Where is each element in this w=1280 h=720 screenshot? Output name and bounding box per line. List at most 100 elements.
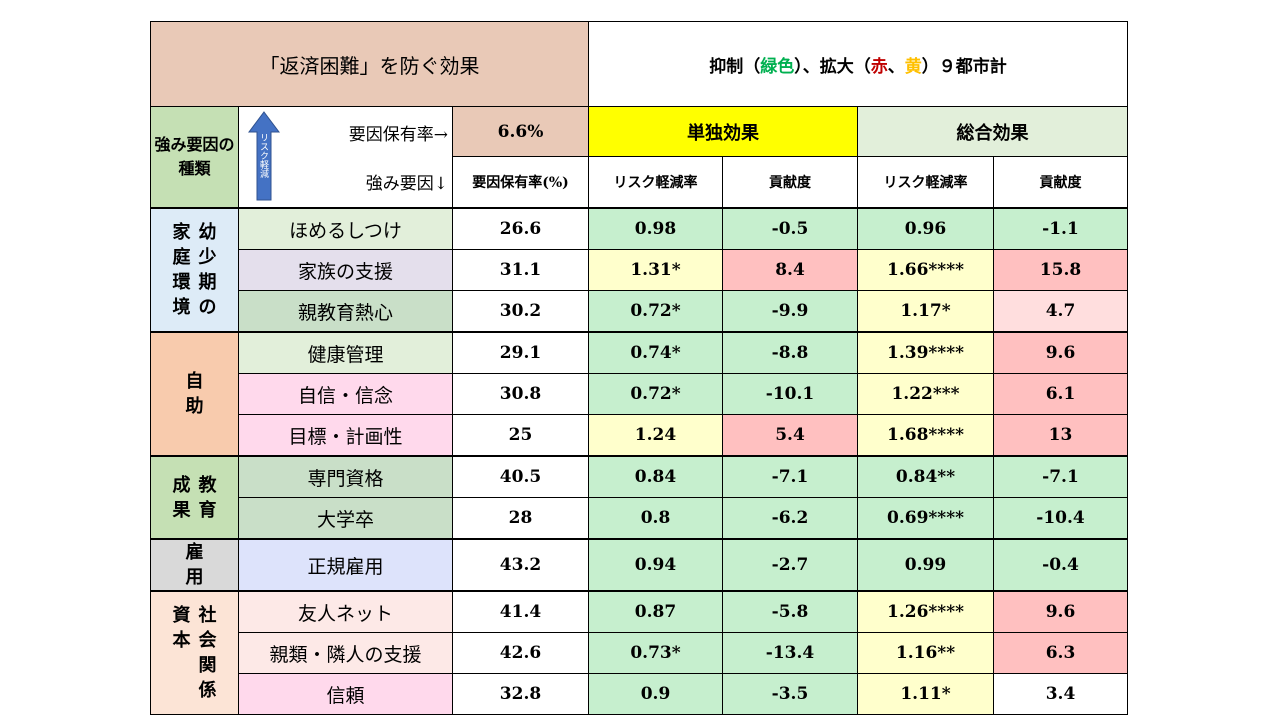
factor-name: 健康管理 <box>238 331 453 374</box>
total-contrib-cell: -10.4 <box>993 497 1128 540</box>
col-rate: 要因保有率(%) <box>452 156 589 209</box>
total-risk-cell: 0.84** <box>857 455 994 498</box>
factor-name: 親教育熱心 <box>238 290 453 333</box>
total-risk-cell: 1.66**** <box>857 249 994 291</box>
single-risk-cell: 0.98 <box>588 207 723 250</box>
total-contrib-cell: 13 <box>993 414 1128 457</box>
table-row: 親教育熱心 30.2 0.72* -9.9 1.17* 4.7 <box>151 290 1128 333</box>
table-row: 大学卒 28 0.8 -6.2 0.69**** -10.4 <box>151 497 1128 540</box>
rate-cell: 31.1 <box>452 249 589 291</box>
factor-name: 親類・隣人の支援 <box>238 632 453 674</box>
total-contrib-cell: 3.4 <box>993 673 1128 715</box>
total-contrib-cell: 4.7 <box>993 290 1128 333</box>
category-label: 幼少期の <box>198 222 217 318</box>
total-risk-cell: 1.11* <box>857 673 994 715</box>
rate-cell: 25 <box>452 414 589 457</box>
total-contrib-cell: 15.8 <box>993 249 1128 291</box>
total-risk-cell: 0.96 <box>857 207 994 250</box>
rate-value: 6.6% <box>452 106 589 157</box>
factor-name: 信頼 <box>238 673 453 715</box>
category-label: 自助 <box>185 371 204 417</box>
total-risk-cell: 1.39**** <box>857 331 994 374</box>
category-cell: 成果教育 <box>150 455 239 540</box>
factor-name: 大学卒 <box>238 497 453 540</box>
category-label: 家庭環境 <box>172 222 191 318</box>
total-contrib-cell: -0.4 <box>993 538 1128 592</box>
category-label: 教育 <box>198 474 217 521</box>
single-risk-cell: 0.94 <box>588 538 723 592</box>
single-risk-cell: 1.24 <box>588 414 723 457</box>
rate-cell: 32.8 <box>452 673 589 715</box>
yellow-label: 黄 <box>904 56 922 77</box>
single-contrib-cell: -2.7 <box>722 538 858 592</box>
rate-cell: 40.5 <box>452 455 589 498</box>
single-contrib-cell: -7.1 <box>722 455 858 498</box>
col-risk-total: リスク軽減率 <box>857 156 994 209</box>
total-risk-cell: 1.26**** <box>857 590 994 633</box>
arrow-text: リスク軽減 <box>258 133 268 178</box>
single-risk-cell: 0.87 <box>588 590 723 633</box>
single-contrib-cell: 5.4 <box>722 414 858 457</box>
effect-table: 「返済困難」を防ぐ効果 抑制（緑色）、拡大（赤、黄）９都市計 強み要因の種類 要… <box>150 21 1128 715</box>
table-subtitle: 抑制（緑色）、拡大（赤、黄）９都市計 <box>588 21 1128 107</box>
rate-cell: 30.2 <box>452 290 589 333</box>
total-risk-cell: 0.99 <box>857 538 994 592</box>
rate-cell: 41.4 <box>452 590 589 633</box>
table-row: 自信・信念 30.8 0.72* -10.1 1.22*** 6.1 <box>151 373 1128 415</box>
single-contrib-cell: -13.4 <box>722 632 858 674</box>
total-risk-cell: 1.17* <box>857 290 994 333</box>
single-contrib-cell: 8.4 <box>722 249 858 291</box>
single-contrib-cell: -0.5 <box>722 207 858 250</box>
table-row: 自助健康管理 29.1 0.74* -8.8 1.39**** 9.6 <box>150 331 1128 457</box>
factor-name: ほめるしつけ <box>238 207 453 250</box>
category-label: 雇用 <box>185 542 204 588</box>
table-row: 雇用正規雇用 43.2 0.94 -2.7 0.99 -0.4 <box>150 538 1128 592</box>
single-contrib-cell: -8.8 <box>722 331 858 374</box>
rate-cell: 30.8 <box>452 373 589 415</box>
factor-label: 強み要因↓ <box>365 174 448 194</box>
category-cell: 雇用 <box>150 538 239 592</box>
single-risk-cell: 1.31* <box>588 249 723 291</box>
single-risk-cell: 0.72* <box>588 373 723 415</box>
rate-label: 要因保有率→ <box>348 124 448 145</box>
category-label: 成果 <box>172 474 191 521</box>
red-label: 赤 <box>870 56 888 77</box>
total-contrib-cell: 9.6 <box>993 331 1128 374</box>
rate-cell: 29.1 <box>452 331 589 374</box>
total-risk-cell: 1.22*** <box>857 373 994 415</box>
kind-header: 強み要因の種類 <box>150 106 239 209</box>
table-row: 家庭環境幼少期のほめるしつけ 26.6 0.98 -0.5 0.96 -1.1 <box>150 207 1128 333</box>
total-contrib-cell: 6.3 <box>993 632 1128 674</box>
category-label: 資本 <box>172 605 191 651</box>
col-contrib-single: 貢献度 <box>722 156 858 209</box>
single-risk-cell: 0.84 <box>588 455 723 498</box>
total-contrib-cell: 6.1 <box>993 373 1128 415</box>
single-risk-cell: 0.72* <box>588 290 723 333</box>
table-title: 「返済困難」を防ぐ効果 <box>150 21 589 107</box>
rate-cell: 42.6 <box>452 632 589 674</box>
table-row: 信頼 32.8 0.9 -3.5 1.11* 3.4 <box>151 673 1128 715</box>
single-effect-header: 単独効果 <box>588 106 858 157</box>
factor-name: 正規雇用 <box>238 538 453 592</box>
category-label: 社会関係 <box>198 605 217 701</box>
rate-cell: 28 <box>452 497 589 540</box>
total-effect-header: 総合効果 <box>857 106 1128 157</box>
table-row: 目標・計画性 25 1.24 5.4 1.68**** 13 <box>151 414 1128 457</box>
factor-name: 目標・計画性 <box>238 414 453 457</box>
total-risk-cell: 1.68**** <box>857 414 994 457</box>
single-risk-cell: 0.74* <box>588 331 723 374</box>
total-contrib-cell: -7.1 <box>993 455 1128 498</box>
single-risk-cell: 0.8 <box>588 497 723 540</box>
total-risk-cell: 1.16** <box>857 632 994 674</box>
category-cell: 自助 <box>150 331 239 457</box>
single-contrib-cell: -6.2 <box>722 497 858 540</box>
single-risk-cell: 0.73* <box>588 632 723 674</box>
category-cell: 家庭環境幼少期の <box>150 207 239 333</box>
col-risk-single: リスク軽減率 <box>588 156 723 209</box>
single-risk-cell: 0.9 <box>588 673 723 715</box>
table-row: 親類・隣人の支援 42.6 0.73* -13.4 1.16** 6.3 <box>151 632 1128 674</box>
rate-cell: 26.6 <box>452 207 589 250</box>
factor-name: 友人ネット <box>238 590 453 633</box>
factor-header: 要因保有率→ 強み要因↓ リスク軽減 <box>238 106 453 209</box>
single-contrib-cell: -5.8 <box>722 590 858 633</box>
